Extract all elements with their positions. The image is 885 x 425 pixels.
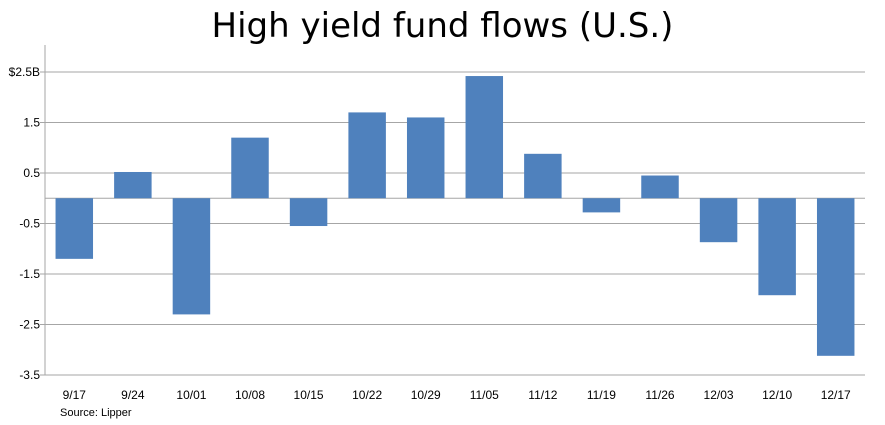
x-tick-label: 11/12 <box>528 388 557 402</box>
bar <box>816 198 855 356</box>
bar <box>758 198 796 296</box>
bar <box>582 198 621 213</box>
bar <box>231 137 269 199</box>
x-tick-label: 11/05 <box>470 388 499 402</box>
bar <box>55 198 94 259</box>
bar <box>406 117 445 199</box>
x-tick-label: 10/15 <box>294 388 324 402</box>
chart-title: High yield fund flows (U.S.) <box>211 6 674 46</box>
x-tick-label: 12/17 <box>821 388 851 402</box>
x-tick-label: 12/10 <box>762 388 792 402</box>
bars <box>55 76 855 356</box>
y-axis-tick-labels: $2.5B 1.5 0.5 -0.5 -1.5 -2.5 -3.5 <box>9 65 41 382</box>
x-tick-label: 10/01 <box>176 388 206 402</box>
bar <box>289 198 328 227</box>
x-axis-tick-labels: 9/17 9/24 10/01 10/08 10/15 10/22 10/29 11/05 11… <box>63 388 851 402</box>
y-tick-label: $2.5B <box>9 65 40 79</box>
y-tick-label: -2.5 <box>19 318 40 332</box>
bar <box>699 198 738 243</box>
x-tick-label: 10/22 <box>352 388 382 402</box>
y-tick-label: -3.5 <box>19 368 40 382</box>
gridlines <box>40 71 865 376</box>
bar <box>114 171 152 199</box>
x-tick-label: 11/26 <box>645 388 674 402</box>
y-tick-label: 1.5 <box>23 116 40 130</box>
bar <box>641 175 679 199</box>
x-tick-label: 10/29 <box>411 388 441 402</box>
x-tick-label: 9/24 <box>121 388 145 402</box>
bar <box>348 112 386 199</box>
source-note: Source: Lipper <box>60 407 132 419</box>
y-tick-label: 0.5 <box>23 166 40 180</box>
bar <box>465 76 504 199</box>
y-tick-label: -1.5 <box>19 267 40 281</box>
x-tick-label: 12/03 <box>704 388 734 402</box>
x-tick-label: 11/19 <box>587 388 616 402</box>
y-tick-label: -0.5 <box>19 217 40 231</box>
bar <box>524 153 562 199</box>
bar <box>172 198 211 315</box>
x-tick-label: 9/17 <box>63 388 87 402</box>
x-tick-label: 10/08 <box>235 388 265 402</box>
